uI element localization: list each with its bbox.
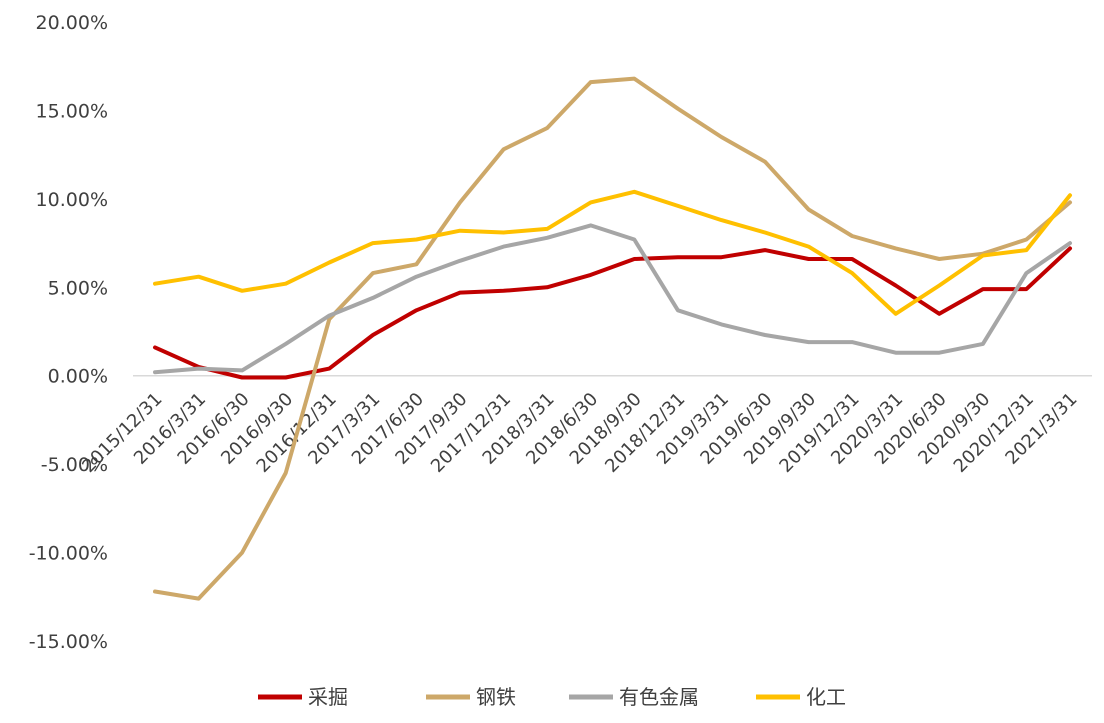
y-tick-label: -5.00% (41, 454, 108, 476)
legend-label-2: 有色金属 (619, 685, 699, 709)
legend-label-1: 钢铁 (476, 685, 516, 709)
y-tick-label: 20.00% (36, 12, 108, 34)
series-line-1 (153, 76, 1072, 601)
y-tick-label: -15.00% (29, 631, 108, 653)
y-tick-label: 5.00% (48, 277, 108, 299)
y-tick-label: 0.00% (48, 366, 108, 388)
series-line-3 (153, 189, 1072, 316)
series-line-0 (153, 246, 1072, 380)
y-tick-label: -10.00% (29, 543, 108, 565)
y-axis: 20.00% 15.00% 10.00% 5.00% 0.00% -5.00% -10.00… (29, 12, 108, 653)
series-line-2 (153, 223, 1072, 375)
series-layer (153, 76, 1072, 601)
x-axis: 2015/12/312016/3/312016/6/302016/9/30201… (78, 374, 1092, 477)
y-tick-label: 10.00% (36, 189, 108, 211)
legend: 采掘 钢铁 有色金属 化工 (258, 685, 846, 709)
legend-label-0: 采掘 (308, 685, 348, 709)
y-tick-label: 15.00% (36, 100, 108, 122)
legend-label-3: 化工 (806, 685, 846, 709)
